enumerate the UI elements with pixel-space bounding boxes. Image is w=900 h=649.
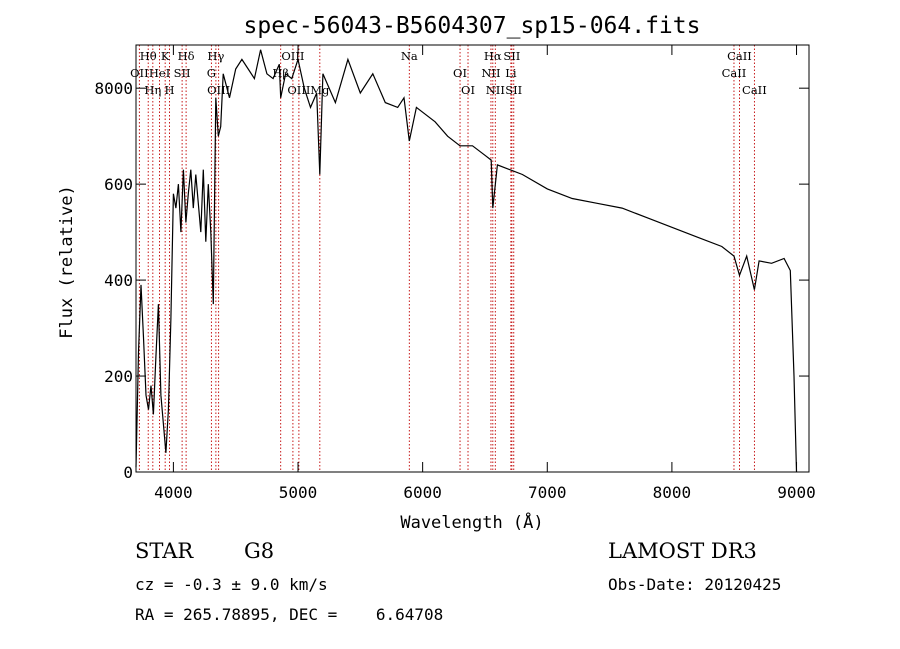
line-label: Hβ [272,66,289,80]
survey-name: LAMOST DR3 [608,539,757,563]
object-subclass: G8 [244,539,274,563]
line-label: Hδ [178,49,195,63]
x-tick-label: 4000 [154,483,193,502]
line-label: Hγ [207,49,224,63]
line-label: CaII [722,66,747,80]
line-label: HeI [149,66,170,80]
line-label: OIII [287,83,310,97]
plot-frame [135,44,810,473]
line-label: OI [461,83,475,97]
y-tick-label: 400 [104,271,133,290]
line-label-group: Hθ OII Hη K HeI H Hδ SII OIII Hγ G OIII OIII Hβ Mg Na OI… [130,49,767,97]
line-label: Hη [144,83,161,97]
x-tick-label: 8000 [653,483,692,502]
line-label: CaII [727,49,752,63]
line-label: SII [174,66,191,80]
spectrum-line [135,49,798,473]
obs-date: Obs-Date: 20120425 [608,575,781,594]
coordinates-text: RA = 265.78895, DEC = 6.64708 [135,605,443,624]
object-class: STAR [135,539,194,563]
line-label: Hθ [140,49,157,63]
line-label: OII [130,66,149,80]
line-label: CaII [742,83,767,97]
line-label: K [161,49,170,63]
x-tick-label: 9000 [777,483,816,502]
axis-ticks: 4000 5000 6000 7000 8000 9000 0 200 400 600 8000 [94,45,816,502]
x-tick-label: 7000 [528,483,567,502]
chart-title: spec-56043-B5604307_sp15-064.fits [244,13,701,39]
line-label: OI [453,66,467,80]
line-label: G [207,66,216,80]
x-axis-label: Wavelength (Å) [400,511,543,533]
line-label: NII [486,83,505,97]
redshift-text: cz = -0.3 ± 9.0 km/s [135,575,328,594]
line-label: Mg [310,83,330,97]
line-label: OIII [207,83,230,97]
emission-line-markers [138,45,755,472]
y-tick-label: 0 [123,463,133,482]
line-label: SII [505,83,522,97]
line-label: Na [401,49,418,63]
line-label: OIII [281,49,304,63]
line-label: Li [505,66,517,80]
y-tick-label: 200 [104,367,133,386]
x-tick-label: 5000 [279,483,318,502]
line-label: SII [503,49,520,63]
line-label: Hα [484,49,502,63]
y-axis-label: Flux (relative) [57,185,77,339]
x-tick-label: 6000 [403,483,442,502]
y-tick-label: 8000 [94,79,133,98]
line-label: H [165,83,175,97]
y-tick-label: 600 [104,175,133,194]
line-label: NII [481,66,500,80]
